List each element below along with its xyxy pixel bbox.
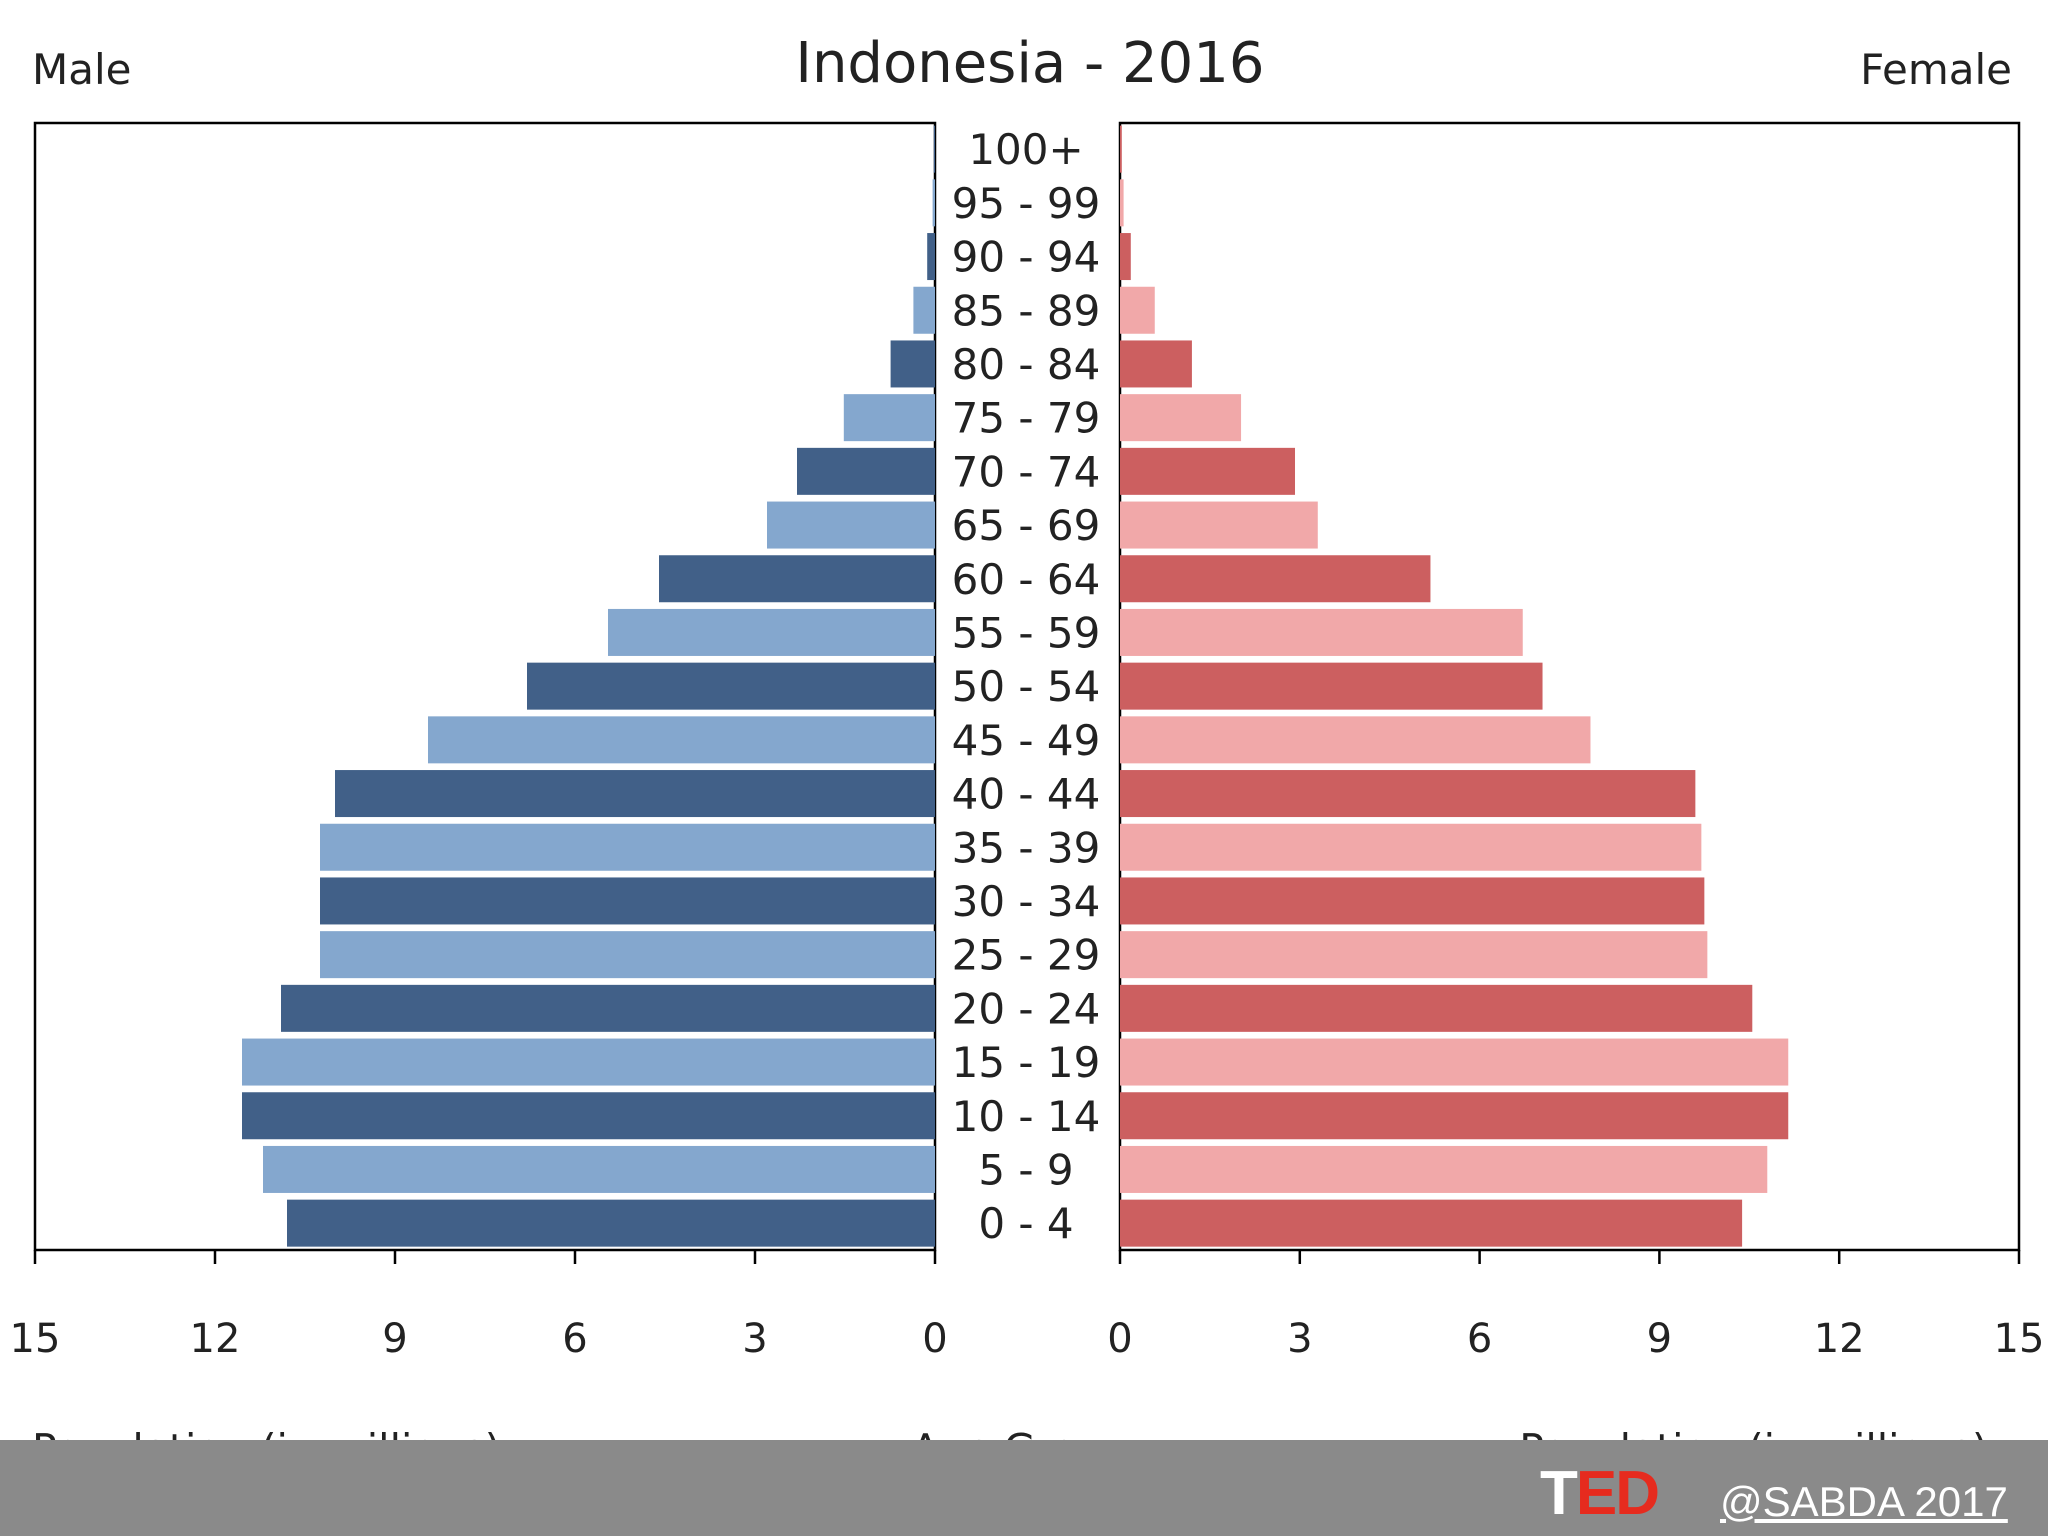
male-bar-85-89: [913, 286, 935, 334]
age-label-15-19: 15 - 19: [952, 1038, 1101, 1087]
male-bar-65-69: [767, 501, 935, 549]
age-label-80-84: 80 - 84: [952, 340, 1101, 389]
male-bar-35-39: [320, 823, 935, 871]
male-bar-10-14: [242, 1092, 935, 1140]
female-bar-5-9: [1120, 1145, 1768, 1193]
male-bar-25-29: [320, 931, 935, 979]
female-bar-40-44: [1120, 770, 1696, 818]
age-label-65-69: 65 - 69: [952, 501, 1101, 550]
age-label-30-34: 30 - 34: [952, 877, 1101, 926]
male-bar-5-9: [263, 1145, 935, 1193]
age-label-70-74: 70 - 74: [952, 447, 1101, 496]
male-bar-55-59: [608, 608, 935, 656]
female-bars: [1120, 125, 1789, 1247]
male-bar-40-44: [335, 770, 935, 818]
male-tick-label-15: 15: [10, 1316, 61, 1362]
age-label-55-59: 55 - 59: [952, 608, 1101, 657]
female-bar-35-39: [1120, 823, 1702, 871]
female-bar-45-49: [1120, 716, 1591, 764]
female-bar-0-4: [1120, 1199, 1743, 1247]
age-label-75-79: 75 - 79: [952, 394, 1101, 443]
age-label-85-89: 85 - 89: [952, 286, 1101, 335]
male-bar-20-24: [281, 984, 935, 1032]
female-bar-80-84: [1120, 340, 1192, 388]
female-header: Female: [1860, 45, 2012, 94]
male-tick-label-9: 9: [382, 1316, 407, 1362]
male-bar-45-49: [428, 716, 935, 764]
age-label-50-54: 50 - 54: [952, 662, 1101, 711]
male-x-axis: 0 3 6 9 12 15: [10, 1250, 948, 1362]
female-bar-55-59: [1120, 608, 1523, 656]
male-bar-50-54: [527, 662, 935, 710]
female-bar-60-64: [1120, 555, 1431, 603]
female-bar-75-79: [1120, 394, 1242, 442]
male-bar-70-74: [797, 447, 935, 495]
female-tick-label-0: 0: [1107, 1316, 1132, 1362]
age-label-45-49: 45 - 49: [952, 716, 1101, 765]
female-bar-100: [1120, 125, 1122, 173]
female-bar-50-54: [1120, 662, 1543, 710]
male-bar-90-94: [927, 233, 935, 281]
ted-logo-ed: ED: [1575, 1459, 1660, 1528]
male-tick-label-0: 0: [922, 1316, 947, 1362]
female-tick-label-6: 6: [1467, 1316, 1492, 1362]
male-bars: [242, 125, 935, 1247]
female-tick-label-3: 3: [1287, 1316, 1312, 1362]
male-bar-100: [933, 125, 935, 173]
male-bar-75-79: [843, 394, 935, 442]
male-tick-label-6: 6: [562, 1316, 587, 1362]
male-bar-30-34: [320, 877, 935, 925]
age-label-25-29: 25 - 29: [952, 931, 1101, 980]
chart-title: Indonesia - 2016: [795, 31, 1264, 96]
female-bar-10-14: [1120, 1092, 1789, 1140]
age-label-10-14: 10 - 14: [952, 1092, 1101, 1141]
female-bar-65-69: [1120, 501, 1318, 549]
female-x-axis: 0 3 6 9 12 15: [1107, 1250, 2044, 1362]
male-bar-80-84: [890, 340, 935, 388]
female-bar-70-74: [1120, 447, 1296, 495]
age-label-0-4: 0 - 4: [978, 1199, 1073, 1248]
ted-logo: TED: [1540, 1458, 1660, 1530]
female-bar-15-19: [1120, 1038, 1789, 1086]
male-tick-label-3: 3: [742, 1316, 767, 1362]
age-label-20-24: 20 - 24: [952, 984, 1101, 1033]
credit-text: @SABDA 2017: [1720, 1478, 2008, 1525]
male-header: Male: [32, 45, 131, 94]
age-label-95-99: 95 - 99: [952, 179, 1101, 228]
male-bar-0-4: [287, 1199, 935, 1247]
age-label-40-44: 40 - 44: [952, 770, 1101, 819]
age-label-5-9: 5 - 9: [978, 1145, 1073, 1194]
female-bar-30-34: [1120, 877, 1705, 925]
age-label-90-94: 90 - 94: [952, 233, 1101, 282]
female-bar-20-24: [1120, 984, 1753, 1032]
footer-bar: [0, 1440, 2048, 1536]
female-bar-25-29: [1120, 931, 1708, 979]
ted-logo-t: T: [1540, 1459, 1578, 1528]
age-label-35-39: 35 - 39: [952, 823, 1101, 872]
age-label-100: 100+: [968, 125, 1083, 174]
female-tick-label-12: 12: [1814, 1316, 1865, 1362]
male-bar-95-99: [932, 179, 935, 227]
male-bar-15-19: [242, 1038, 935, 1086]
female-bar-85-89: [1120, 286, 1155, 334]
female-tick-label-15: 15: [1994, 1316, 2045, 1362]
female-bar-90-94: [1120, 233, 1131, 281]
age-label-60-64: 60 - 64: [952, 555, 1101, 604]
male-bar-60-64: [659, 555, 935, 603]
male-tick-label-12: 12: [190, 1316, 241, 1362]
female-tick-label-9: 9: [1647, 1316, 1672, 1362]
female-bar-95-99: [1120, 179, 1124, 227]
